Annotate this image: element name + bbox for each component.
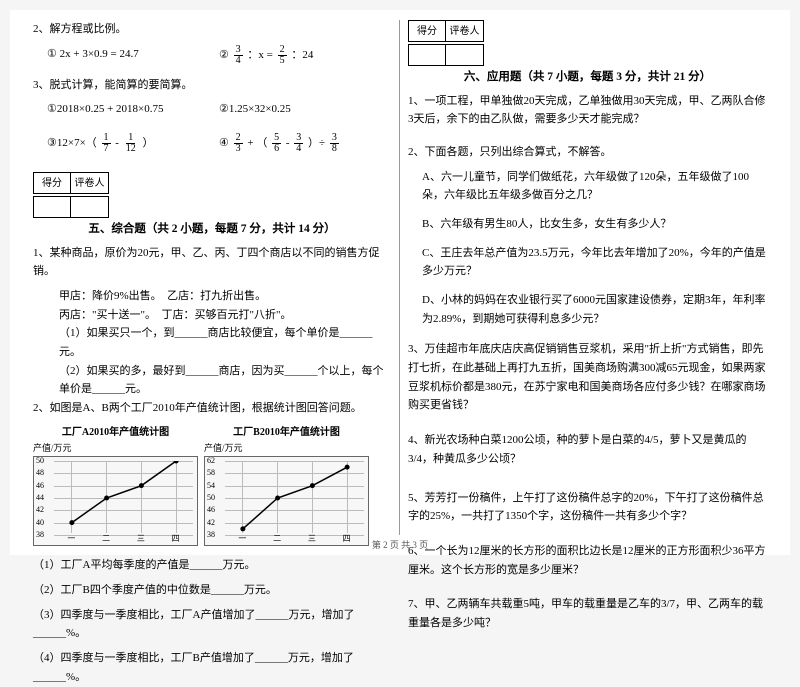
r2a: A、六一儿童节，同学们做纸花，六年级做了120朵，五年级做了100朵，六年级比五…	[408, 168, 767, 205]
r2d: D、小林的妈妈在农业银行买了6000元国家建设债券，定期3年，年利率为2.89%…	[408, 291, 767, 328]
q3-row2: ③12×7×（ 17 - 112 ） ④ 23 + （ 56 - 34 ）÷ 3…	[33, 133, 391, 154]
s5-2c: （3）四季度与一季度相比，工厂A产值增加了______万元，增加了______%…	[33, 606, 391, 643]
charts: 工厂A2010年产值统计图 产值/万元 38404244464850一二三四 季…	[33, 424, 391, 551]
q2-row: ① 2x + 3×0.9 = 24.7 ② 34 ：x = 25 ：24	[33, 45, 391, 66]
s5-2d: （4）四季度与一季度相比，工厂B产值增加了______万元，增加了______%…	[33, 649, 391, 686]
r4: 4、新光农场种白菜1200公顷，种的萝卜是白菜的4/5，萝卜又是黄瓜的3/4，种…	[408, 431, 767, 468]
chart-b-title: 工厂B2010年产值统计图	[204, 424, 369, 441]
r2: 2、下面各题，只列出综合算式，不解答。	[408, 143, 767, 162]
page-footer: 第 2 页 共 3 页	[10, 538, 790, 551]
section-6-title: 六、应用题（共 7 小题，每题 3 分，共计 21 分）	[408, 68, 767, 88]
q3-row1: ①2018×0.25 + 2018×0.75 ②1.25×32×0.25	[33, 100, 391, 119]
right-column: 得分 评卷人 六、应用题（共 7 小题，每题 3 分，共计 21 分） 1、一项…	[400, 20, 775, 535]
frac-1-12: 112	[124, 133, 138, 154]
q3-3: ③12×7×（ 17 - 112 ）	[47, 133, 219, 154]
chart-b-box: 38424650545862一二三四	[204, 456, 369, 546]
s5-2: 2、如图是A、B两个工厂2010年产值统计图，根据统计图回答问题。	[33, 399, 391, 418]
s5-1c: （1）如果买只一个，到______商店比较便宜，每个单价是______元。	[33, 324, 391, 361]
chart-a-ylabel: 产值/万元	[33, 441, 198, 456]
r2c: C、王庄去年总产值为23.5万元，今年比去年增加了20%，今年的产值是多少万元？	[408, 244, 767, 281]
q2-2: ② 34 ：x = 25 ：24	[219, 45, 391, 66]
frac-2-5: 25	[278, 45, 287, 66]
score-boxes-5: 得分 评卷人	[33, 172, 391, 194]
q3-2: ②1.25×32×0.25	[219, 100, 391, 119]
grader-label-6: 评卷人	[446, 20, 484, 42]
score-empty-6	[408, 44, 767, 66]
q2-2-mid: ：x =	[247, 49, 272, 61]
q3-1: ①2018×0.25 + 2018×0.75	[47, 100, 219, 119]
q2: 2、解方程或比例。	[33, 20, 391, 39]
frac-1-7: 17	[102, 133, 111, 154]
score-label-6: 得分	[408, 20, 446, 42]
grader-value-6[interactable]	[446, 44, 484, 66]
r5: 5、芳芳打一份稿件，上午打了这份稿件总字的20%，下午打了这份稿件总字的25%，…	[408, 489, 767, 526]
r1: 1、一项工程，甲单独做20天完成，乙单独做用30天完成，甲、乙两队合修3天后，余…	[408, 92, 767, 129]
frac-5-6: 56	[272, 133, 281, 154]
frac-3-4: 34	[234, 45, 243, 66]
chart-b-ylabel: 产值/万元	[204, 441, 369, 456]
chart-a-box: 38404244464850一二三四	[33, 456, 198, 546]
s5-1d: （2）如果买的多，最好到______商店，因为买______个以上，每个单价是_…	[33, 362, 391, 399]
frac-3-4b: 34	[294, 133, 303, 154]
s5-1: 1、某种商品，原价为20元，甲、乙、丙、丁四个商店以不同的销售方促销。	[33, 244, 391, 281]
s5-2b: （2）工厂B四个季度产值的中位数是______万元。	[33, 581, 391, 600]
chart-b: 工厂B2010年产值统计图 产值/万元 38424650545862一二三四 季…	[204, 424, 369, 551]
q2-2-post: ：24	[291, 49, 313, 61]
r2b: B、六年级有男生80人，比女生多，女生有多少人？	[408, 215, 767, 234]
left-column: 2、解方程或比例。 ① 2x + 3×0.9 = 24.7 ② 34 ：x = …	[25, 20, 400, 535]
s5-1a: 甲店：降价9%出售。 乙店：打九折出售。	[33, 287, 391, 306]
r3: 3、万佳超市年底庆店庆高促销销售豆浆机，采用"折上折"方式销售，即先打七折，在此…	[408, 340, 767, 415]
score-label: 得分	[33, 172, 71, 194]
score-empty-5	[33, 196, 391, 218]
exam-page: 2、解方程或比例。 ① 2x + 3×0.9 = 24.7 ② 34 ：x = …	[10, 10, 790, 555]
frac-3-8: 38	[330, 133, 339, 154]
r7: 7、甲、乙两辆车共载重5吨，甲车的载重量是乙车的3/7，甲、乙两车的载重量各是多…	[408, 595, 767, 632]
frac-2-3: 23	[234, 133, 243, 154]
q2-2-pre: ②	[219, 49, 229, 61]
s5-2a: （1）工厂A平均每季度的产值是______万元。	[33, 556, 391, 575]
score-boxes-6: 得分 评卷人	[408, 20, 767, 42]
s5-1b: 丙店："买十送一"。 丁店：买够百元打"八折"。	[33, 306, 391, 325]
q3-4: ④ 23 + （ 56 - 34 ）÷ 38	[219, 133, 391, 154]
grader-label: 评卷人	[71, 172, 109, 194]
q2-1: ① 2x + 3×0.9 = 24.7	[47, 45, 219, 66]
chart-a: 工厂A2010年产值统计图 产值/万元 38404244464850一二三四 季…	[33, 424, 198, 551]
q3: 3、脱式计算，能简算的要简算。	[33, 76, 391, 95]
score-value[interactable]	[33, 196, 71, 218]
grader-value[interactable]	[71, 196, 109, 218]
score-value-6[interactable]	[408, 44, 446, 66]
section-5-title: 五、综合题（共 2 小题，每题 7 分，共计 14 分）	[33, 220, 391, 240]
chart-a-title: 工厂A2010年产值统计图	[33, 424, 198, 441]
